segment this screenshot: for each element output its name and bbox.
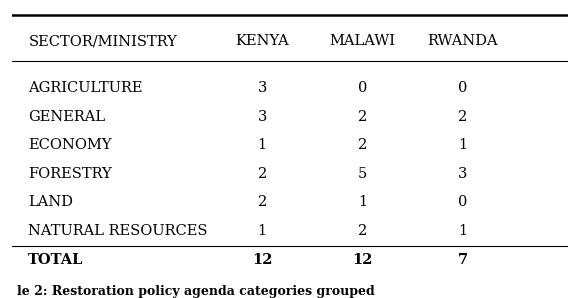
Text: 1: 1 bbox=[258, 224, 267, 238]
Text: 3: 3 bbox=[458, 167, 467, 181]
Text: 1: 1 bbox=[358, 195, 367, 209]
Text: MALAWI: MALAWI bbox=[329, 34, 396, 48]
Text: FORESTRY: FORESTRY bbox=[28, 167, 112, 181]
Text: 2: 2 bbox=[258, 195, 267, 209]
Text: 7: 7 bbox=[458, 253, 467, 267]
Text: TOTAL: TOTAL bbox=[28, 253, 84, 267]
Text: 0: 0 bbox=[358, 81, 367, 95]
Text: 2: 2 bbox=[358, 138, 367, 152]
Text: 1: 1 bbox=[458, 224, 467, 238]
Text: 5: 5 bbox=[358, 167, 367, 181]
Text: AGRICULTURE: AGRICULTURE bbox=[28, 81, 143, 95]
Text: 2: 2 bbox=[358, 110, 367, 124]
Text: RWANDA: RWANDA bbox=[427, 34, 498, 48]
Text: 2: 2 bbox=[358, 224, 367, 238]
Text: SECTOR/MINISTRY: SECTOR/MINISTRY bbox=[28, 34, 177, 48]
Text: 0: 0 bbox=[458, 195, 467, 209]
Text: 12: 12 bbox=[352, 253, 372, 267]
Text: ECONOMY: ECONOMY bbox=[28, 138, 112, 152]
Text: KENYA: KENYA bbox=[235, 34, 289, 48]
Text: 2: 2 bbox=[258, 167, 267, 181]
Text: 3: 3 bbox=[258, 81, 267, 95]
Text: LAND: LAND bbox=[28, 195, 73, 209]
Text: 12: 12 bbox=[252, 253, 273, 267]
Text: le 2: Restoration policy agenda categories grouped: le 2: Restoration policy agenda categori… bbox=[17, 285, 375, 298]
Text: NATURAL RESOURCES: NATURAL RESOURCES bbox=[28, 224, 208, 238]
Text: 0: 0 bbox=[458, 81, 467, 95]
Text: 1: 1 bbox=[458, 138, 467, 152]
Text: 2: 2 bbox=[458, 110, 467, 124]
Text: 3: 3 bbox=[258, 110, 267, 124]
Text: 1: 1 bbox=[258, 138, 267, 152]
Text: GENERAL: GENERAL bbox=[28, 110, 106, 124]
